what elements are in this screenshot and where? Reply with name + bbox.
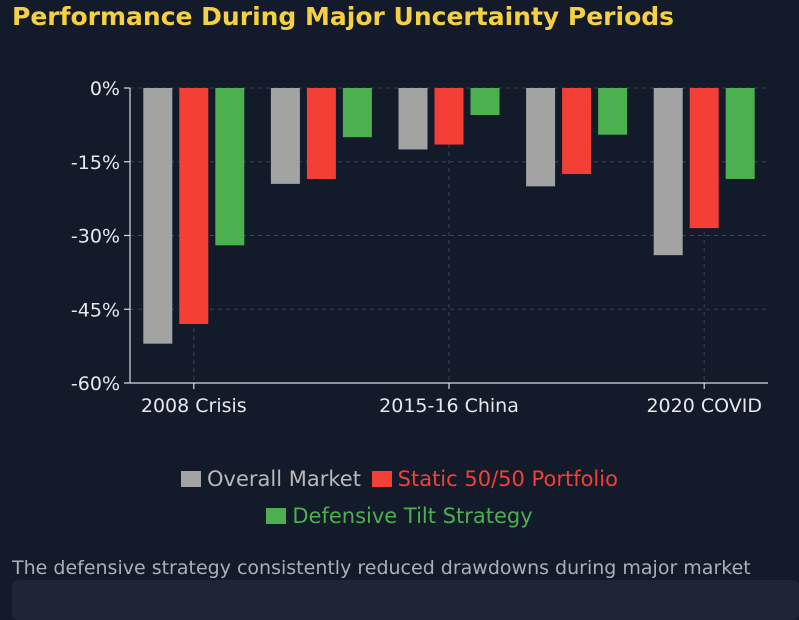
bar-chart: 0% -15% -30% -45% -60% 2008 Crisis 2015-16 Chi… xyxy=(71,78,768,417)
y-tick-label: -45% xyxy=(71,299,120,321)
x-tick-label: 2020 COVID xyxy=(646,395,762,417)
bar xyxy=(434,88,464,145)
x-tick-label: 2008 Crisis xyxy=(141,395,247,417)
y-tick-label: -60% xyxy=(71,373,120,395)
bar xyxy=(342,88,372,138)
x-tick-label: 2015-16 China xyxy=(379,395,519,417)
insight-card xyxy=(12,580,799,620)
legend-row-2: Defensive Tilt Strategy xyxy=(0,503,799,530)
bar xyxy=(270,88,300,184)
bar xyxy=(598,88,628,135)
legend-swatch-defensive-tilt xyxy=(266,508,287,524)
legend-item-static-portfolio[interactable]: Static 50/50 Portfolio xyxy=(371,466,618,492)
bar xyxy=(215,88,245,246)
legend-item-overall-market[interactable]: Overall Market xyxy=(181,466,361,492)
legend-swatch-static-portfolio xyxy=(371,471,392,487)
y-tick-label: -30% xyxy=(71,226,120,248)
legend-label-static-portfolio: Static 50/50 Portfolio xyxy=(397,467,618,491)
legend-label-defensive-tilt: Defensive Tilt Strategy xyxy=(292,504,533,528)
bar xyxy=(526,88,556,187)
y-tick-label: -15% xyxy=(71,152,120,174)
bar xyxy=(725,88,755,179)
page-title: Performance During Major Uncertainty Per… xyxy=(12,2,675,31)
legend-item-defensive-tilt[interactable]: Defensive Tilt Strategy xyxy=(266,503,533,529)
bar xyxy=(653,88,683,256)
legend-swatch-overall-market xyxy=(181,471,202,487)
bar xyxy=(398,88,428,150)
y-tick-label: 0% xyxy=(90,78,120,100)
bar xyxy=(470,88,500,116)
legend-label-overall-market: Overall Market xyxy=(207,467,361,491)
legend-row-1: Overall Market Static 50/50 Portfolio xyxy=(0,466,799,493)
bar xyxy=(306,88,336,179)
bar xyxy=(689,88,719,229)
bar xyxy=(143,88,173,344)
bar xyxy=(562,88,592,175)
bar xyxy=(179,88,209,324)
